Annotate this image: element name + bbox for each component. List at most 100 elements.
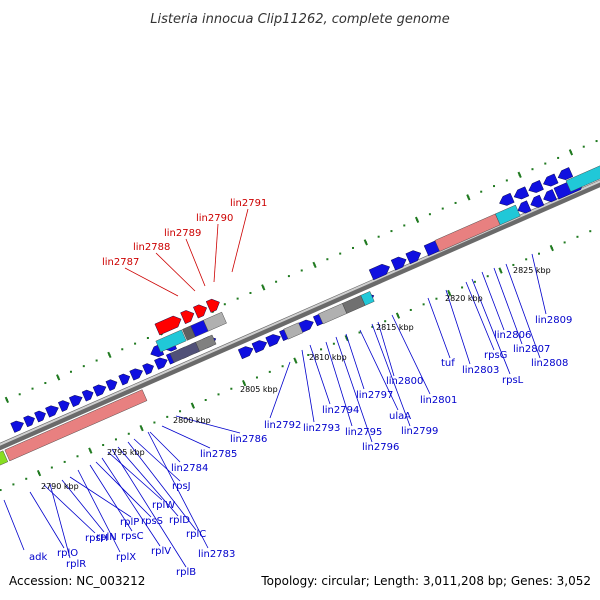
accession-text: Accession: NC_003212: [9, 574, 145, 588]
pseudo-gene: [283, 322, 304, 340]
leader-line: [149, 431, 181, 463]
grid-dot: [114, 438, 117, 441]
gene-label[interactable]: rplX: [116, 552, 136, 563]
gene-label[interactable]: rplD: [169, 515, 190, 526]
grid-dot: [461, 286, 464, 289]
gene-label[interactable]: rplC: [186, 529, 206, 540]
gene-label[interactable]: tuf: [441, 358, 455, 369]
grid-dot: [403, 224, 406, 227]
grid-tick: [363, 239, 368, 246]
forward-gene: [543, 173, 559, 187]
forward-gene: [34, 410, 46, 423]
grid-dot: [358, 331, 361, 334]
forward-gene: [92, 384, 107, 397]
gene-label[interactable]: rpsG: [484, 350, 507, 361]
grid-dot: [25, 477, 28, 480]
gene-label[interactable]: lin2788: [133, 242, 170, 253]
gene-label[interactable]: lin2783: [198, 549, 235, 560]
gene-label[interactable]: rplB: [176, 567, 196, 578]
gene-label[interactable]: lin2790: [196, 213, 233, 224]
gene-label[interactable]: rplN: [96, 532, 117, 543]
leader-line: [471, 278, 511, 375]
forward-gene-shape: [45, 405, 59, 418]
grid-tick: [293, 357, 298, 364]
gene-label[interactable]: lin2793: [303, 423, 340, 434]
leader-line: [345, 333, 365, 390]
forward-gene: [45, 405, 59, 418]
grid-dot: [589, 230, 592, 233]
forward-gene: [517, 200, 532, 214]
gene-label[interactable]: lin2797: [356, 390, 393, 401]
forward-gene: [530, 194, 545, 208]
leader-line: [3, 499, 25, 551]
gene-label[interactable]: lin2795: [345, 427, 382, 438]
leader-line: [335, 336, 373, 443]
gene-label[interactable]: lin2784: [171, 463, 208, 474]
gene-label[interactable]: rpsH: [85, 533, 108, 544]
grid-dot: [82, 365, 85, 368]
highlighted-gene-shape: [180, 310, 195, 325]
leader-line: [377, 321, 395, 377]
gene-label[interactable]: lin2799: [401, 426, 438, 437]
gene-label[interactable]: lin2791: [230, 198, 267, 209]
grid-dot: [435, 297, 438, 300]
kbp-tick: 2800 kbp: [173, 416, 211, 425]
trna-gene-shape: [360, 291, 375, 306]
green-gene-shape: [0, 450, 9, 472]
gene-label[interactable]: lin2789: [164, 228, 201, 239]
grid-tick: [395, 312, 401, 319]
forward-gene-shape: [10, 420, 24, 433]
gene-label[interactable]: lin2801: [420, 395, 457, 406]
leader-line: [505, 263, 541, 359]
leader-line: [127, 441, 197, 531]
gene-label[interactable]: rplO: [57, 548, 78, 559]
gene-label[interactable]: lin2796: [362, 442, 399, 453]
gene-label[interactable]: rplV: [151, 546, 171, 557]
gene-label[interactable]: lin2809: [535, 315, 572, 326]
forward-gene-shape: [92, 384, 107, 397]
gene-label[interactable]: rpsJ: [172, 481, 191, 492]
grid-tick: [414, 216, 420, 223]
gene-label[interactable]: lin2794: [322, 405, 359, 416]
forward-gene-shape: [513, 186, 530, 200]
gene-label[interactable]: rpsS: [141, 516, 163, 527]
gene-label[interactable]: rplP: [120, 517, 139, 528]
rrna-block: [4, 389, 148, 462]
grid-tick: [517, 171, 522, 178]
reverse-gene: [251, 340, 268, 354]
gene-label[interactable]: lin2807: [513, 344, 550, 355]
gene-label[interactable]: lin2786: [230, 434, 267, 445]
forward-gene: [118, 373, 131, 386]
gene-label[interactable]: adk: [29, 552, 47, 563]
leader-line: [111, 448, 187, 568]
genome-backbone: [0, 179, 600, 451]
leader-line: [101, 457, 161, 547]
grid-tick: [139, 424, 144, 432]
gene-label[interactable]: rpsC: [121, 531, 144, 542]
leader-line: [427, 297, 451, 359]
reverse-gene-shape: [237, 346, 254, 360]
gene-label[interactable]: lin2792: [264, 420, 301, 431]
grid-dot: [134, 342, 137, 345]
grid-dot: [300, 269, 303, 272]
leader-line: [124, 267, 179, 297]
gene-label[interactable]: lin2808: [531, 358, 568, 369]
gene-label[interactable]: lin2785: [200, 449, 237, 460]
gene-label[interactable]: lin2806: [494, 330, 531, 341]
grid-dot: [576, 235, 579, 238]
forward-gene-shape: [557, 167, 574, 181]
leader-line: [445, 289, 471, 365]
grid-dot: [531, 168, 534, 171]
gene-label[interactable]: rplW: [152, 500, 175, 511]
gene-label[interactable]: rplR: [66, 559, 86, 570]
pseudo-gene: [203, 311, 227, 332]
gene-label[interactable]: lin2803: [462, 365, 499, 376]
gene-label[interactable]: lin2800: [386, 376, 423, 387]
leader-line: [493, 267, 523, 345]
grid-dot: [223, 303, 226, 306]
forward-gene: [81, 389, 94, 402]
gene-label[interactable]: ulaA: [389, 411, 411, 422]
gene-label[interactable]: lin2787: [102, 257, 139, 268]
gene-label[interactable]: rpsL: [502, 375, 524, 386]
